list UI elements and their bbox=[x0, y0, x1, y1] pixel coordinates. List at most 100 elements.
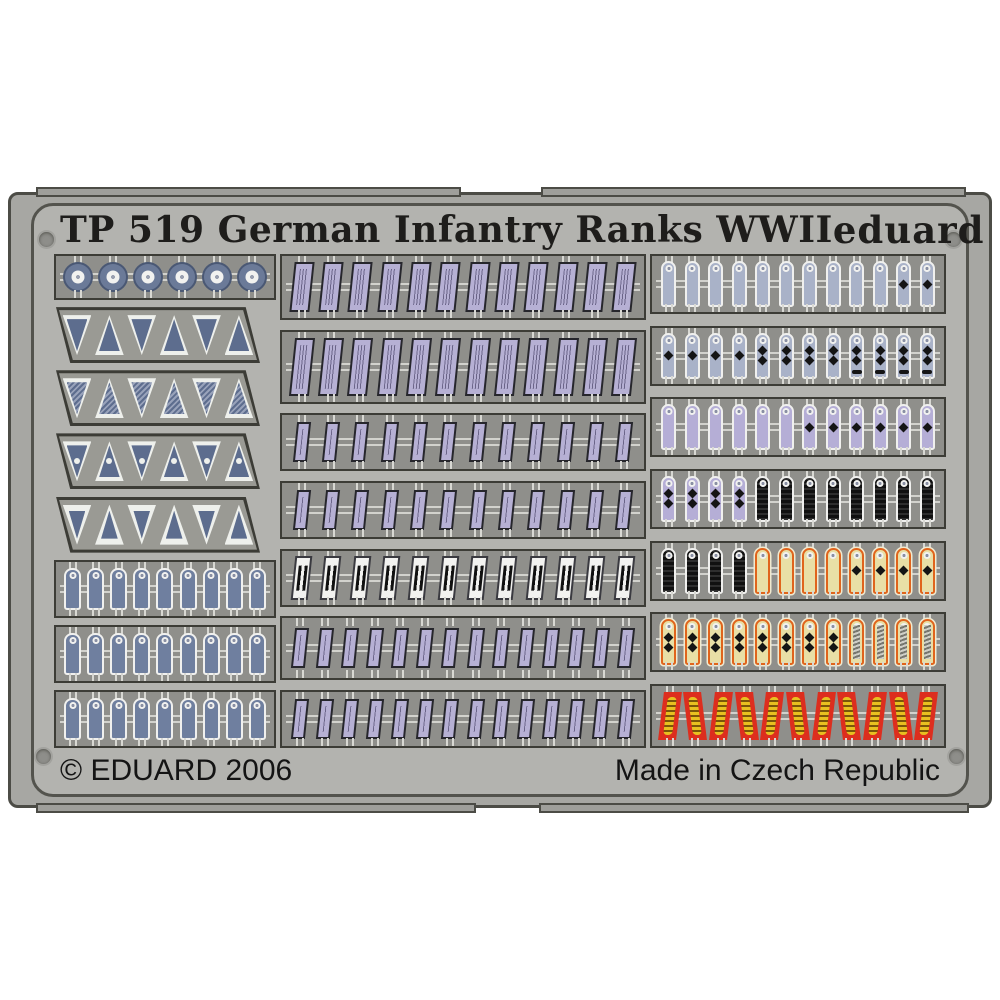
sheet-title: TP 519 German Infantry Ranks WWII bbox=[60, 209, 833, 251]
part-red-collar-tab bbox=[657, 691, 682, 740]
part-collar-tab bbox=[541, 698, 561, 739]
part-collar-tab bbox=[497, 489, 517, 530]
middle-fret-row-7 bbox=[280, 689, 646, 748]
left-fret-row-2 bbox=[54, 307, 262, 364]
part-shoulder-board bbox=[684, 475, 700, 522]
part-collar-tab bbox=[376, 337, 403, 396]
part-shoulder-board bbox=[661, 261, 677, 307]
part-collar-tab bbox=[288, 337, 315, 396]
sheet-inner-frame: TP 519 German Infantry Ranks WWII eduard… bbox=[31, 203, 984, 797]
part-shoulder-board bbox=[661, 404, 677, 451]
part-shoulder-board bbox=[755, 475, 771, 522]
part-red-collar-tab bbox=[709, 691, 734, 740]
right-fret-row-1 bbox=[650, 254, 946, 314]
part-collar-tab bbox=[466, 698, 485, 739]
part-shoulder-board bbox=[248, 567, 266, 610]
part-shoulder-board bbox=[778, 261, 794, 307]
part-collar-tab bbox=[321, 489, 341, 530]
part-collar-tab bbox=[527, 489, 546, 530]
part-collar-tab bbox=[405, 337, 433, 396]
part-collar-tab bbox=[516, 698, 535, 739]
part-shoulder-board bbox=[919, 475, 935, 522]
part-collar-tab bbox=[318, 262, 344, 312]
part-collar-tab bbox=[497, 422, 517, 463]
part-collar-tab bbox=[567, 698, 586, 739]
part-shoulder-board bbox=[896, 619, 912, 666]
part-shoulder-board bbox=[179, 697, 197, 740]
right-fret-row-2 bbox=[650, 325, 946, 386]
part-shoulder-board bbox=[133, 697, 151, 740]
part-collar-tab bbox=[290, 628, 309, 669]
part-shoulder-board bbox=[202, 697, 220, 740]
part-shoulder-board bbox=[872, 475, 888, 522]
part-shoulder-board bbox=[731, 619, 747, 666]
part-shoulder-board bbox=[248, 632, 266, 675]
part-collar-tab bbox=[409, 422, 429, 463]
part-shoulder-board bbox=[896, 261, 912, 307]
part-collar-tab bbox=[617, 628, 636, 669]
part-collar-tab bbox=[391, 698, 410, 739]
part-shoulder-board bbox=[849, 547, 865, 594]
part-collar-tab bbox=[611, 337, 638, 396]
left-fret-row-4 bbox=[54, 433, 262, 490]
part-shoulder-board bbox=[849, 261, 865, 307]
part-collar-tab bbox=[290, 698, 309, 739]
part-collar-tab bbox=[380, 489, 399, 530]
part-collar-tab bbox=[408, 555, 430, 600]
middle-fret-row-6 bbox=[280, 616, 646, 681]
part-collar-tab bbox=[567, 628, 586, 669]
part-shoulder-board bbox=[849, 619, 865, 666]
tooling-hole bbox=[36, 749, 51, 764]
part-shoulder-board bbox=[778, 547, 794, 594]
part-shoulder-board bbox=[87, 697, 105, 740]
part-collar-tab bbox=[340, 628, 359, 669]
part-collar-tab bbox=[416, 698, 435, 739]
photoetch-sheet: TP 519 German Infantry Ranks WWII eduard… bbox=[8, 187, 992, 813]
part-disc bbox=[167, 262, 198, 292]
tooling-hole bbox=[946, 232, 961, 247]
part-collar-tab bbox=[523, 337, 550, 396]
part-collar-tab bbox=[292, 489, 311, 530]
part-collar-tab bbox=[435, 262, 461, 312]
part-red-collar-tab bbox=[914, 691, 939, 740]
brand-logo: eduard bbox=[832, 208, 985, 252]
part-shoulder-board bbox=[802, 475, 818, 522]
part-shoulder-board bbox=[731, 547, 747, 594]
part-shoulder-board bbox=[755, 547, 771, 594]
part-collar-tab bbox=[437, 555, 460, 600]
part-collar-tab bbox=[493, 337, 521, 396]
part-shoulder-board bbox=[825, 332, 841, 379]
left-fret-row-7 bbox=[54, 624, 276, 683]
part-collar-tab bbox=[439, 422, 458, 463]
left-fret-row-1 bbox=[54, 254, 276, 300]
part-shoulder-board bbox=[708, 404, 724, 451]
part-shoulder-board bbox=[661, 619, 677, 666]
part-red-collar-tab bbox=[837, 691, 862, 740]
part-red-collar-tab bbox=[734, 691, 759, 740]
sheet-edge-tab bbox=[539, 803, 969, 813]
part-collar-tab bbox=[315, 628, 334, 669]
part-shoulder-board bbox=[755, 404, 771, 451]
part-shoulder-board bbox=[64, 567, 82, 610]
part-shoulder-board bbox=[802, 619, 818, 666]
part-shoulder-board bbox=[661, 332, 677, 379]
part-shoulder-board bbox=[872, 619, 888, 666]
part-shoulder-board bbox=[802, 547, 818, 594]
part-shoulder-board bbox=[802, 261, 818, 307]
part-shoulder-board bbox=[825, 261, 841, 307]
part-shoulder-board bbox=[684, 332, 700, 379]
part-collar-tab bbox=[391, 628, 410, 669]
part-chevron-strip bbox=[56, 433, 260, 490]
part-chevron-strip bbox=[56, 307, 260, 364]
part-shoulder-board bbox=[661, 475, 677, 522]
part-collar-tab bbox=[611, 262, 637, 312]
part-shoulder-board bbox=[708, 619, 724, 666]
part-shoulder-board bbox=[919, 261, 935, 307]
part-shoulder-board bbox=[802, 404, 818, 451]
part-shoulder-board bbox=[225, 632, 243, 675]
part-collar-tab bbox=[441, 628, 460, 669]
part-collar-tab bbox=[581, 337, 608, 396]
part-collar-tab bbox=[491, 698, 510, 739]
part-shoulder-board bbox=[919, 619, 935, 666]
part-shoulder-board bbox=[825, 475, 841, 522]
